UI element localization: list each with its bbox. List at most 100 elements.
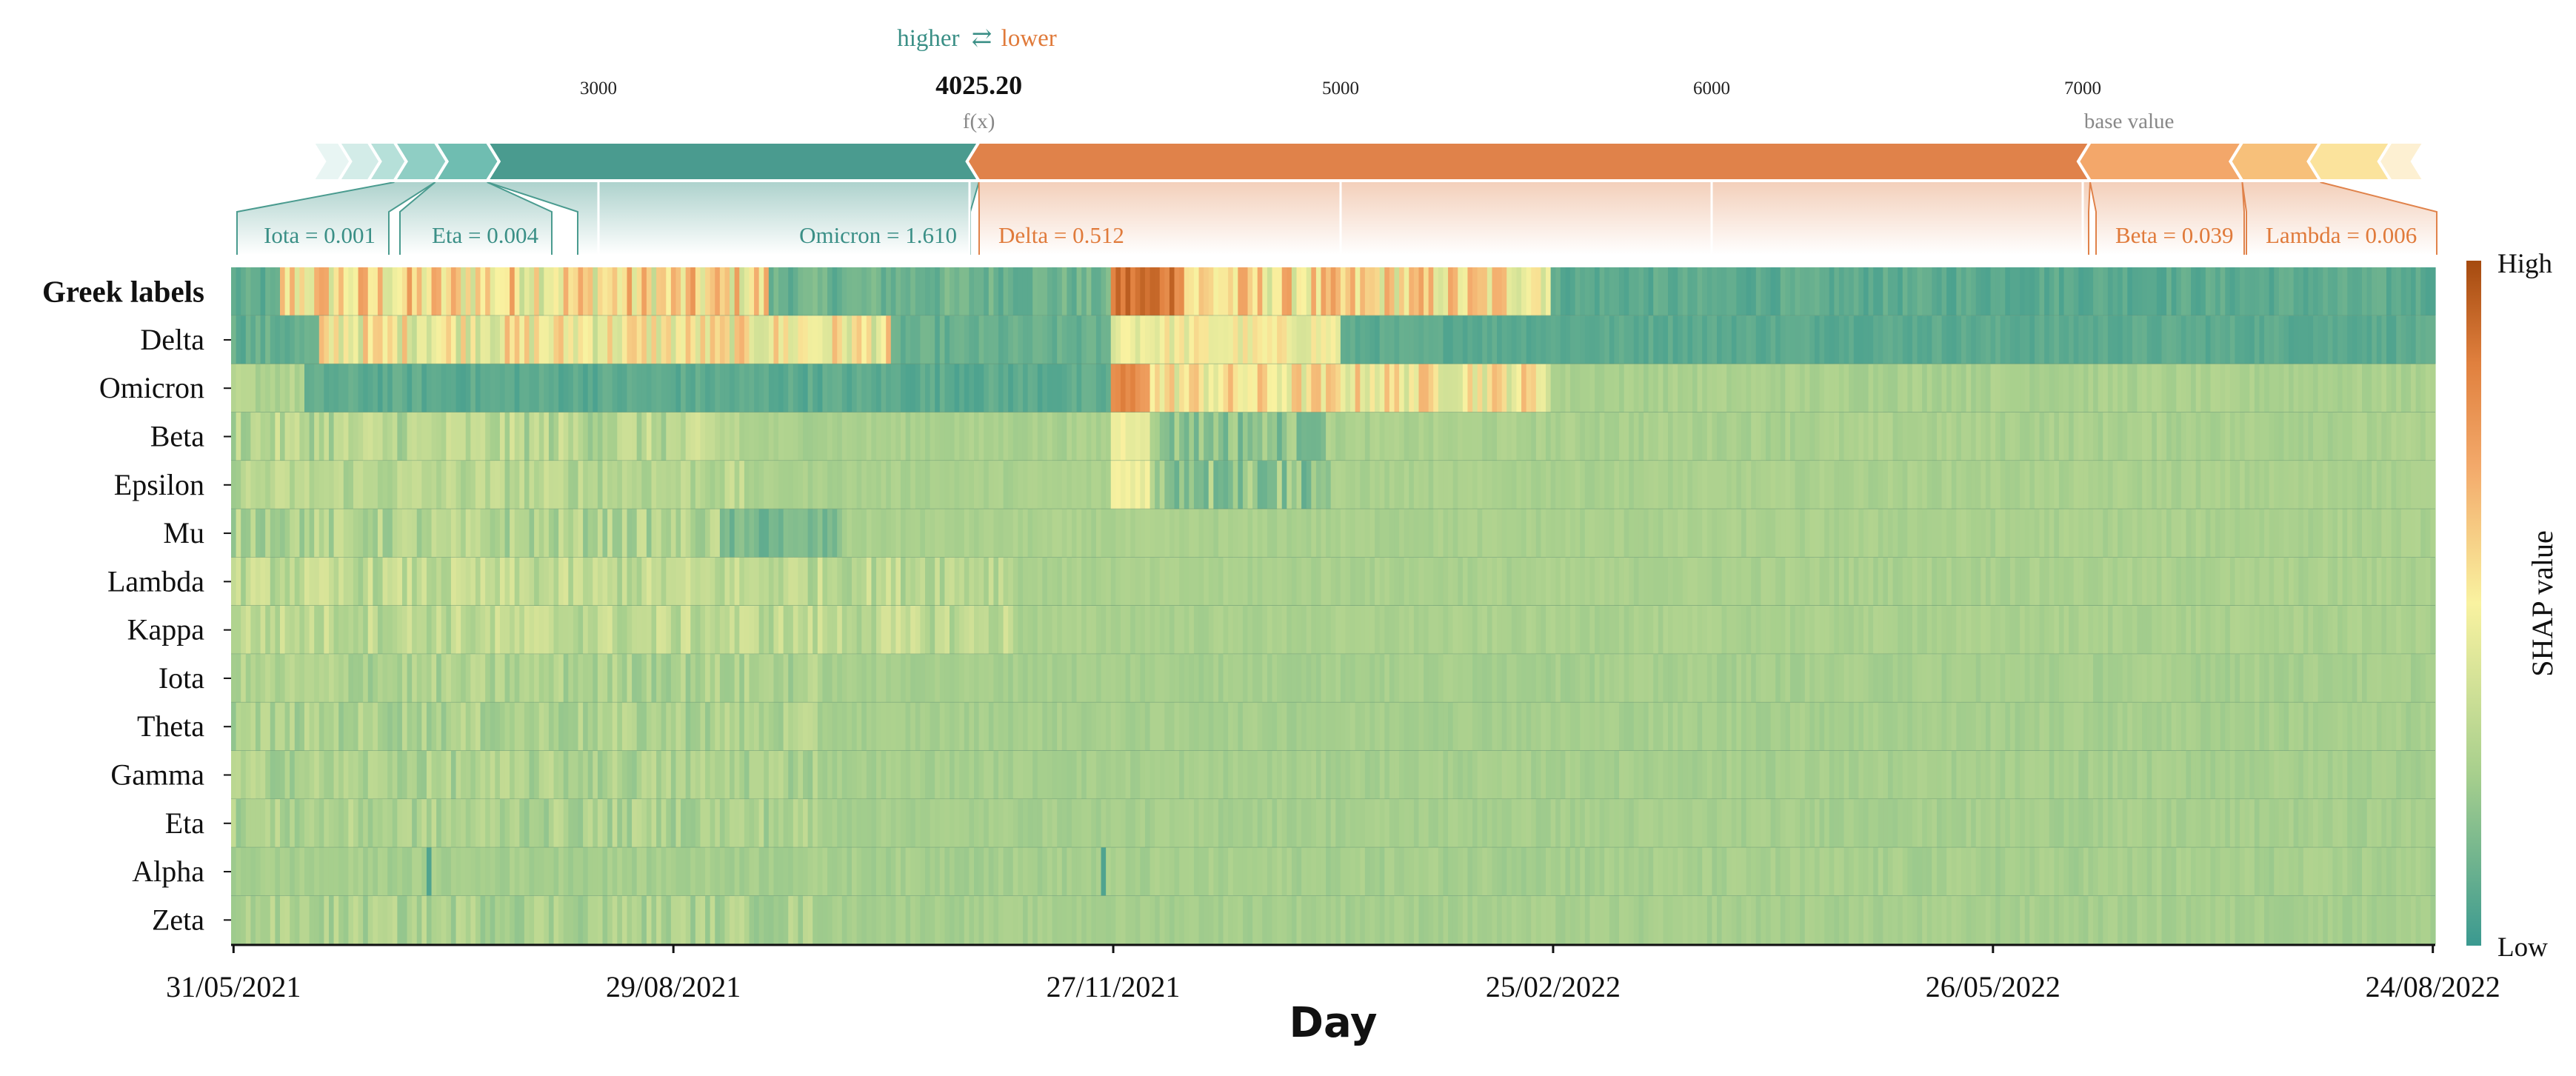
heatmap-cell (778, 654, 784, 703)
heatmap-cell (1575, 267, 1581, 316)
heatmap-cell (2274, 364, 2280, 412)
heatmap-cell (856, 461, 862, 509)
heatmap-cell (558, 509, 564, 558)
heatmap-cell (1819, 461, 1825, 509)
heatmap-cell (1629, 750, 1635, 800)
heatmap-cell (1135, 750, 1141, 800)
heatmap-cell (2308, 267, 2314, 316)
heatmap-cell (1682, 557, 1688, 606)
heatmap-cell (441, 557, 447, 606)
heatmap-cell (2132, 315, 2138, 364)
heatmap-cell (1775, 509, 1781, 558)
heatmap-cell (969, 267, 975, 316)
heatmap-cell (475, 557, 481, 606)
heatmap-cell (876, 606, 882, 655)
heatmap-cell (2156, 509, 2163, 558)
heatmap-cell (783, 461, 789, 509)
heatmap-row-kappa (231, 606, 2436, 655)
heatmap-cell (2009, 509, 2016, 558)
heatmap-cell (1565, 606, 1571, 655)
heatmap-cell (2376, 364, 2383, 412)
heatmap-cell (998, 654, 1004, 703)
heatmap-cell (2073, 412, 2079, 461)
force-bracket-left-iota (236, 181, 395, 255)
heatmap-cell (485, 654, 491, 703)
heatmap-cell (1458, 750, 1464, 800)
heatmap-cell (1042, 267, 1048, 316)
heatmap-cell (367, 364, 373, 412)
heatmap-cell (568, 267, 574, 316)
heatmap-cell (705, 364, 711, 412)
heatmap-cell (700, 557, 706, 606)
heatmap-cell (1541, 364, 1546, 412)
heatmap-cell (1682, 606, 1688, 655)
heatmap-cell (2347, 509, 2353, 558)
heatmap-cell (817, 654, 824, 703)
heatmap-cell (944, 509, 950, 558)
heatmap-cell (656, 750, 662, 800)
heatmap-cell (1267, 315, 1273, 364)
heatmap-cell (1697, 702, 1703, 751)
heatmap-cell (1027, 267, 1033, 316)
heatmap-cell (2264, 364, 2270, 412)
heatmap-cell (685, 557, 691, 606)
heatmap-cell (988, 364, 994, 412)
heatmap-cell (504, 702, 510, 751)
heatmap-cell (1809, 702, 1815, 751)
heatmap-cell (2118, 267, 2123, 316)
heatmap-cell (837, 267, 843, 316)
heatmap-cell (1497, 412, 1503, 461)
heatmap-cell (1315, 412, 1322, 461)
heatmap-cell (1345, 364, 1351, 412)
heatmap-cell (1668, 267, 1674, 316)
heatmap-cell (2191, 750, 2197, 800)
heatmap-cell (1936, 509, 1943, 558)
heatmap-cell (998, 315, 1004, 364)
heatmap-cell (2058, 750, 2065, 800)
heatmap-cell (407, 509, 413, 558)
heatmap-cell (1721, 509, 1727, 558)
heatmap-cell (416, 557, 422, 606)
heatmap-cell (939, 461, 946, 509)
heatmap-cell (480, 461, 486, 509)
heatmap-cell (1218, 654, 1224, 703)
heatmap-cell (920, 654, 926, 703)
heatmap-cell (1384, 654, 1390, 703)
heatmap-cell (656, 412, 662, 461)
heatmap-cell (1067, 654, 1072, 703)
heatmap-cell (1770, 606, 1776, 655)
heatmap-cell (1394, 267, 1400, 316)
heatmap-cell (499, 412, 506, 461)
heatmap-cell (1717, 315, 1723, 364)
heatmap-cell (2411, 461, 2417, 509)
heatmap-cell (2024, 702, 2030, 751)
heatmap-cell (1155, 750, 1161, 800)
heatmap-cell (1364, 750, 1371, 800)
heatmap-cell (401, 364, 408, 412)
heatmap-cell (2381, 509, 2387, 558)
heatmap-cell (1301, 606, 1307, 655)
heatmap-cell (255, 412, 261, 461)
heatmap-cell (367, 654, 373, 703)
heatmap-cell (719, 750, 726, 800)
heatmap-cell (475, 606, 481, 655)
heatmap-cell (583, 364, 589, 412)
heatmap-cell (290, 606, 296, 655)
heatmap-cell (1462, 509, 1469, 558)
heatmap-cell (1184, 315, 1189, 364)
heatmap-cell (436, 750, 442, 800)
heatmap-cell (2180, 412, 2187, 461)
heatmap-cell (397, 606, 403, 655)
heatmap-cell (1687, 315, 1693, 364)
heatmap-cell (373, 606, 378, 655)
heatmap-cell (1819, 315, 1825, 364)
heatmap-cell (1369, 267, 1375, 316)
heatmap-cell (1448, 509, 1454, 558)
heatmap-cell (636, 364, 642, 412)
heatmap-cell (1438, 654, 1444, 703)
heatmap-cell (426, 267, 433, 316)
heatmap-cell (2420, 315, 2426, 364)
heatmap-cell (538, 509, 544, 558)
heatmap-cell (514, 606, 520, 655)
heatmap-cell (1535, 509, 1542, 558)
